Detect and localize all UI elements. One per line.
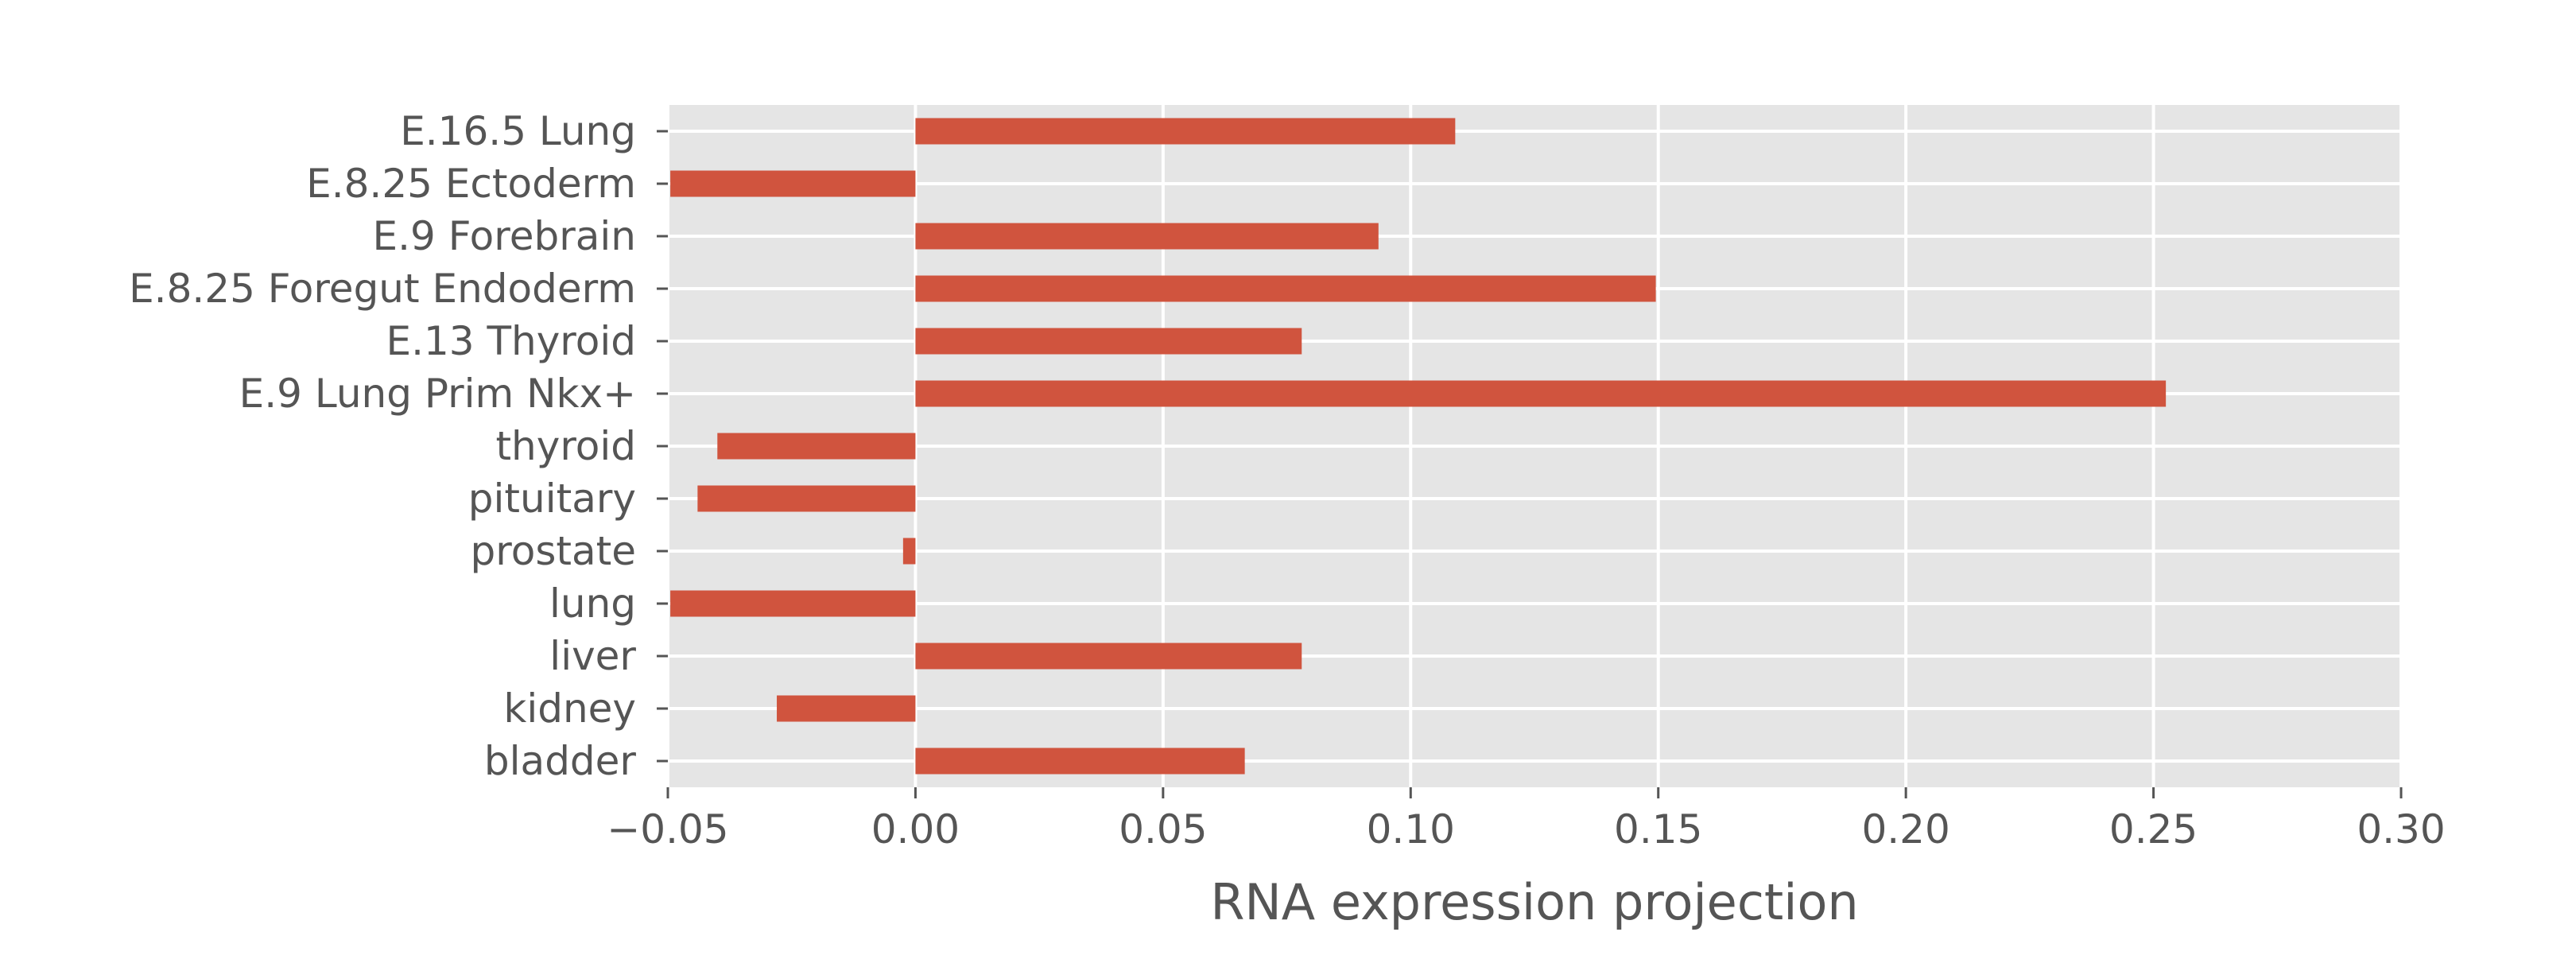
x-tick-label: 0.20 [1861,806,1949,852]
bar [915,380,2167,407]
y-tick-label: E.8.25 Ectoderm [306,161,636,207]
bar [717,433,916,460]
bars [670,118,2167,775]
x-tick-label: −0.05 [607,806,728,852]
bar [915,223,1379,250]
x-axis-label: RNA expression projection [1210,873,1858,931]
x-tick-label: 0.00 [871,806,960,852]
y-tick-label: E.9 Forebrain [373,213,637,259]
x-axis: −0.05 0.00 0.05 0.10 0.15 0.20 0.25 0.30 [607,787,2446,852]
y-tick-label: prostate [471,528,636,574]
bar [777,695,916,722]
bar [670,170,916,197]
bar [915,328,1302,355]
y-axis: E.16.5 Lung E.8.25 Ectoderm E.9 Forebrain E… [129,108,668,784]
y-tick-label: pituitary [468,476,636,522]
y-tick-label: thyroid [495,423,636,469]
x-tick-label: 0.05 [1119,806,1207,852]
bar [670,590,916,617]
bar [697,485,916,512]
y-tick-label: liver [549,633,636,679]
y-tick-label: bladder [484,738,637,784]
bar [915,118,1456,145]
y-tick-label: kidney [503,685,636,732]
y-tick-label: E.9 Lung Prim Nkx+ [239,371,636,417]
y-tick-label: E.16.5 Lung [400,108,636,154]
x-tick-label: 0.10 [1367,806,1455,852]
x-tick-label: 0.30 [2357,806,2445,852]
bar [915,643,1302,670]
y-tick-label: lung [549,581,636,627]
x-tick-label: 0.15 [1614,806,1702,852]
bar [915,748,1245,775]
x-tick-label: 0.25 [2109,806,2198,852]
bar [902,538,916,565]
y-tick-label: E.8.25 Foregut Endoderm [129,266,636,312]
bar [915,275,1656,302]
y-tick-label: E.13 Thyroid [386,318,636,364]
